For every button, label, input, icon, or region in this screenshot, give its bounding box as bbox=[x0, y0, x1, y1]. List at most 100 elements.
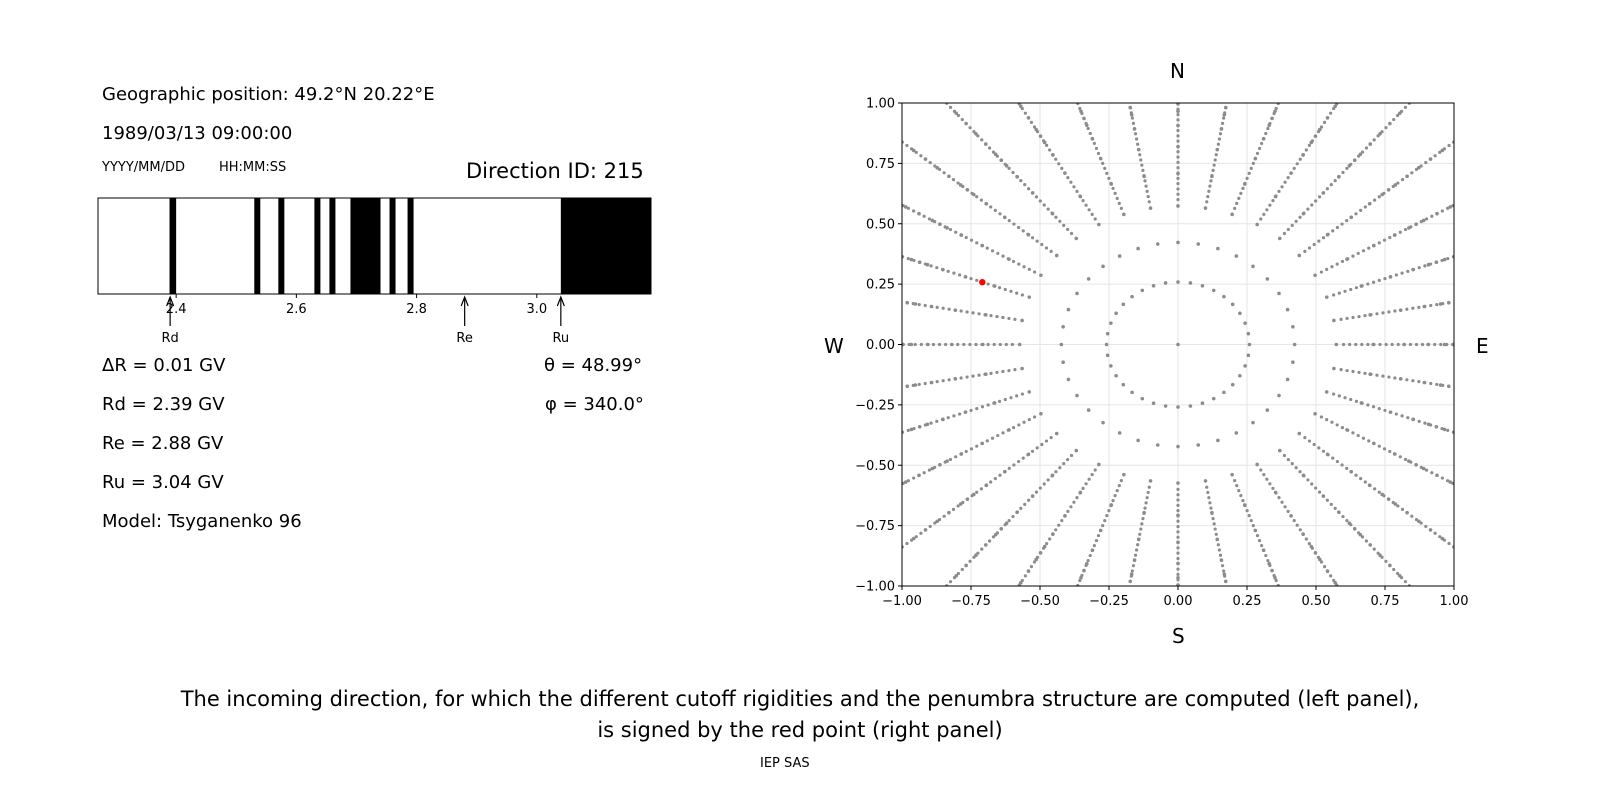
penumbra-forbidden-band bbox=[329, 198, 336, 294]
sky-grid-point bbox=[1255, 533, 1260, 538]
sky-grid-point bbox=[1291, 324, 1295, 329]
ru-value: Ru = 3.04 GV bbox=[102, 472, 224, 493]
sky-grid-point bbox=[917, 302, 921, 307]
sky-grid-point bbox=[1023, 574, 1027, 578]
sky-grid-point bbox=[1356, 433, 1360, 438]
sky-grid-point bbox=[1329, 111, 1333, 115]
sky-grid-point bbox=[1260, 141, 1264, 146]
sky-grid-point bbox=[911, 383, 915, 387]
sky-grid-point bbox=[909, 257, 914, 262]
sky-grid-point bbox=[1337, 174, 1341, 179]
sky-grid-point bbox=[993, 477, 997, 481]
sky-grid-point bbox=[1424, 524, 1428, 529]
sky-grid-point bbox=[1332, 366, 1336, 371]
sky-grid-point bbox=[1222, 390, 1226, 395]
sky-grid-point bbox=[1383, 276, 1387, 281]
sky-grid-point bbox=[1396, 571, 1400, 576]
penumbra-forbidden-band bbox=[278, 198, 285, 294]
sky-grid-point bbox=[975, 241, 979, 245]
sky-grid-point bbox=[1306, 207, 1310, 211]
sky-grid-point bbox=[1399, 109, 1404, 114]
sky-grid-point bbox=[1032, 415, 1037, 419]
sky-grid-point bbox=[929, 421, 933, 425]
sky-grid-point bbox=[1176, 240, 1180, 245]
sky-grid-point bbox=[1257, 538, 1262, 543]
sky-grid-point bbox=[941, 306, 945, 310]
sky-grid-point bbox=[969, 238, 974, 242]
penumbra-tick-label: 2.8 bbox=[406, 302, 427, 317]
sky-grid-point bbox=[1140, 288, 1145, 293]
sky-grid-point bbox=[951, 507, 956, 511]
sky-grid-point bbox=[956, 181, 960, 185]
sky-grid-point bbox=[954, 230, 958, 234]
sky-grid-point bbox=[1424, 217, 1429, 221]
re-value: Re = 2.88 GV bbox=[102, 433, 224, 454]
sky-grid-point bbox=[1430, 471, 1434, 475]
sky-grid-point bbox=[1360, 150, 1365, 154]
sky-grid-point bbox=[1001, 369, 1005, 374]
sky-grid-point bbox=[1066, 227, 1070, 232]
sky-grid-point bbox=[1222, 569, 1226, 573]
sky-grid-point bbox=[943, 225, 947, 229]
sky-grid-point bbox=[1086, 408, 1091, 412]
sky-grid-point bbox=[1017, 262, 1021, 266]
sky-grid-point bbox=[1345, 466, 1349, 470]
sky-grid-point bbox=[1060, 519, 1064, 523]
sky-grid-point bbox=[1093, 217, 1097, 221]
sky-grid-point bbox=[903, 205, 908, 209]
sky-grid-point bbox=[1321, 191, 1326, 195]
sky-grid-point bbox=[1375, 312, 1379, 316]
sky-grid-point bbox=[956, 571, 960, 576]
sky-grid-point bbox=[1212, 163, 1216, 167]
sky-grid-point bbox=[1361, 249, 1366, 253]
sky-grid-point bbox=[997, 286, 1002, 290]
sky-grid-point bbox=[1039, 411, 1043, 416]
sky-grid-point bbox=[1416, 165, 1421, 170]
sky-grid-point bbox=[1433, 342, 1437, 347]
sky-grid-point bbox=[1130, 390, 1134, 395]
sky-grid-point bbox=[1176, 514, 1180, 518]
sky-grid-point bbox=[1405, 378, 1409, 382]
sky-grid-point bbox=[917, 473, 921, 477]
sky-grid-point bbox=[1337, 394, 1341, 398]
sky-grid-point bbox=[960, 117, 964, 122]
sky-grid-point bbox=[977, 373, 981, 377]
sky-grid-point bbox=[986, 342, 990, 347]
sky-grid-point bbox=[989, 205, 993, 209]
sky-grid-point bbox=[1096, 533, 1101, 538]
sky-grid-point bbox=[1380, 555, 1384, 559]
sky-grid-point bbox=[1247, 171, 1251, 175]
sky-grid-point bbox=[1410, 514, 1414, 518]
sky-grid-point bbox=[1130, 116, 1134, 120]
sky-grid-point bbox=[933, 219, 937, 224]
sky-grid-point bbox=[1411, 417, 1416, 422]
sky-grid-point bbox=[1402, 342, 1406, 347]
sky-grid-point bbox=[1435, 473, 1439, 477]
sky-grid-point bbox=[1034, 490, 1039, 494]
sky-grid-point bbox=[1400, 507, 1405, 511]
sky-grid-point bbox=[1030, 494, 1035, 498]
sky-grid-point bbox=[975, 444, 979, 448]
sky-grid-point bbox=[965, 375, 969, 379]
sky-grid-point bbox=[1372, 547, 1376, 551]
sky-grid-point bbox=[1321, 236, 1326, 240]
sky-grid-point bbox=[1130, 294, 1134, 299]
sky-grid-point bbox=[1069, 180, 1073, 184]
sky-grid-point bbox=[1019, 178, 1023, 183]
sky-grid-point bbox=[1419, 164, 1423, 168]
sky-grid-point bbox=[969, 408, 973, 413]
sky-grid-point bbox=[1176, 524, 1180, 529]
sky-grid-point bbox=[1433, 531, 1437, 535]
sky-grid-point bbox=[1001, 315, 1005, 320]
sky-grid-point bbox=[1255, 151, 1260, 156]
sky-grid-point bbox=[1007, 368, 1011, 373]
sky-grid-point bbox=[1326, 232, 1330, 236]
sky-grid-point bbox=[1101, 523, 1105, 528]
sky-grid-point bbox=[1176, 204, 1180, 208]
sky-grid-point bbox=[1234, 431, 1239, 435]
sky-grid-point bbox=[1155, 242, 1160, 246]
sky-grid-point bbox=[923, 528, 928, 532]
sky-grid-point bbox=[1280, 500, 1284, 504]
sky-grid-point bbox=[1270, 116, 1274, 121]
sky-grid-point bbox=[1280, 185, 1284, 189]
